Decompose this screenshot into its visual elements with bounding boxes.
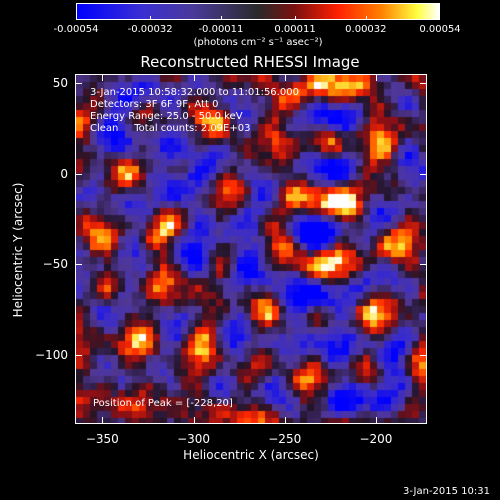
colorbar-tick-label: 0.00054 xyxy=(419,24,461,35)
colorbar-tick-label: 0.00032 xyxy=(345,24,387,35)
y-tick-label: 50 xyxy=(52,76,68,91)
x-tick-top xyxy=(284,75,286,81)
colorbar-tick xyxy=(439,16,440,20)
x-tick-top xyxy=(375,75,377,81)
colorbar-tick-label: -0.00032 xyxy=(127,24,173,35)
colorbar-tick xyxy=(150,16,152,20)
x-tick-top xyxy=(193,75,195,81)
heatmap-image xyxy=(76,75,426,423)
annotation-time-range: 3-Jan-2015 10:58:32.000 to 11:01:56.000 xyxy=(90,87,299,98)
y-tick-right xyxy=(420,264,426,266)
annotation-detectors: Detectors: 3F 6F 9F, Att 0 xyxy=(90,99,219,110)
chart-title: Reconstructed RHESSI Image xyxy=(140,53,360,71)
x-axis-title: Heliocentric X (arcsec) xyxy=(183,448,319,462)
colorbar-tick-label: 0.00011 xyxy=(274,24,316,35)
x-tick-label: −200 xyxy=(359,432,393,446)
footer-date: 3-Jan-2015 10:31 xyxy=(403,486,490,497)
y-tick xyxy=(76,173,82,175)
x-tick-label: −300 xyxy=(177,432,211,446)
x-tick-label: −350 xyxy=(85,432,119,446)
x-tick-top xyxy=(102,75,104,81)
plot-area: 3-Jan-2015 10:58:32.000 to 11:01:56.000 … xyxy=(75,74,427,424)
colorbar-tick xyxy=(220,16,222,20)
x-tick xyxy=(193,417,195,423)
y-tick-label: −50 xyxy=(42,257,68,272)
colorbar-tick xyxy=(295,16,297,20)
y-tick-right xyxy=(420,173,426,175)
y-tick-label: 0 xyxy=(60,166,68,181)
colorbar-tick-label: -0.00054 xyxy=(53,24,99,35)
y-tick-label: −100 xyxy=(35,348,68,363)
colorbar-tick xyxy=(365,16,367,20)
y-axis-title: Heliocentric Y (arcsec) xyxy=(11,182,25,318)
colorbar-tick xyxy=(76,16,77,20)
annotation-energy-range: Energy Range: 25.0 - 50.0 keV xyxy=(90,111,243,122)
colorbar-tick-label: -0.00011 xyxy=(198,24,244,35)
y-tick-right xyxy=(420,355,426,357)
y-tick xyxy=(76,355,82,357)
annotation-peak-position: Position of Peak = [-228,20] xyxy=(93,398,233,409)
annotation-clean-counts: Clean Total counts: 2.09E+03 xyxy=(90,123,251,134)
y-tick-right xyxy=(420,83,426,85)
colorbar-unit-label: (photons cm⁻² s⁻¹ asec⁻²) xyxy=(193,37,323,48)
x-tick xyxy=(102,417,104,423)
colorbar xyxy=(76,3,440,20)
x-tick-label: −250 xyxy=(268,432,302,446)
y-tick xyxy=(76,264,82,266)
x-tick xyxy=(375,417,377,423)
y-tick xyxy=(76,83,82,85)
x-tick xyxy=(284,417,286,423)
